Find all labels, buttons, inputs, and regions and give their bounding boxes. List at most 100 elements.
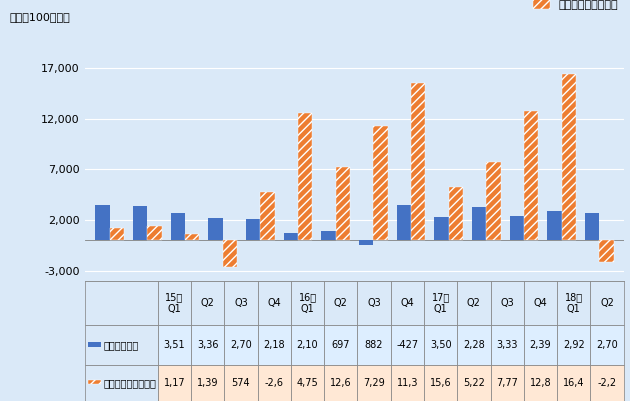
Text: 697: 697 — [331, 340, 350, 350]
Bar — [85, 325, 158, 365]
Text: 15,6: 15,6 — [430, 378, 452, 388]
Text: 2,18: 2,18 — [263, 340, 285, 350]
Bar — [291, 281, 324, 325]
Bar — [449, 187, 463, 240]
Bar — [258, 365, 291, 401]
Bar — [191, 365, 224, 401]
Bar — [424, 365, 457, 401]
Bar — [561, 75, 576, 240]
Text: 15年
Q1: 15年 Q1 — [165, 292, 183, 314]
Text: 7,77: 7,77 — [496, 378, 518, 388]
Bar — [336, 166, 350, 240]
Text: 4,75: 4,75 — [297, 378, 318, 388]
Bar — [524, 365, 557, 401]
Text: 3,33: 3,33 — [496, 340, 518, 350]
Text: 17年
Q1: 17年 Q1 — [432, 292, 450, 314]
Bar — [557, 365, 590, 401]
Bar — [158, 281, 191, 325]
Bar — [324, 365, 357, 401]
Text: 2,70: 2,70 — [230, 340, 252, 350]
Bar — [258, 281, 291, 325]
Bar — [133, 206, 147, 240]
Bar — [547, 211, 561, 240]
Bar — [491, 365, 524, 401]
Text: Q2: Q2 — [201, 298, 215, 308]
Text: 16,4: 16,4 — [563, 378, 585, 388]
Text: Q2: Q2 — [334, 298, 348, 308]
Bar — [258, 325, 291, 365]
Bar — [324, 281, 357, 325]
Bar — [491, 325, 524, 365]
Bar — [191, 281, 224, 325]
Bar — [524, 325, 557, 365]
Text: Q3: Q3 — [367, 298, 381, 308]
Bar — [291, 365, 324, 401]
Bar — [357, 365, 391, 401]
Bar — [590, 325, 624, 365]
Text: 11,3: 11,3 — [397, 378, 418, 388]
Text: -2,6: -2,6 — [265, 378, 284, 388]
Text: Q2: Q2 — [600, 298, 614, 308]
Bar — [158, 325, 191, 365]
Text: 1,39: 1,39 — [197, 378, 219, 388]
Text: Q3: Q3 — [500, 298, 514, 308]
Bar — [510, 216, 524, 240]
Bar — [457, 365, 491, 401]
Bar — [472, 207, 486, 240]
Text: 3,50: 3,50 — [430, 340, 452, 350]
Text: 2,70: 2,70 — [596, 340, 618, 350]
Text: Q4: Q4 — [267, 298, 281, 308]
Bar — [434, 217, 449, 240]
Text: -2,2: -2,2 — [597, 378, 617, 388]
Bar — [298, 113, 312, 240]
Bar — [486, 162, 500, 240]
Bar — [224, 325, 258, 365]
Bar — [357, 281, 391, 325]
Bar — [524, 281, 557, 325]
Bar — [246, 219, 260, 240]
Bar — [324, 325, 357, 365]
Bar — [88, 380, 101, 385]
Text: Q4: Q4 — [534, 298, 547, 308]
Bar — [396, 205, 411, 240]
Bar — [85, 281, 158, 325]
Text: 2,39: 2,39 — [530, 340, 551, 350]
Text: 2,92: 2,92 — [563, 340, 585, 350]
Bar — [557, 281, 590, 325]
Bar — [224, 365, 258, 401]
Bar — [357, 325, 391, 365]
Bar — [147, 226, 161, 240]
Bar — [391, 325, 424, 365]
Bar — [599, 240, 614, 263]
Text: 2,28: 2,28 — [463, 340, 485, 350]
Bar — [321, 231, 336, 240]
Bar — [557, 325, 590, 365]
Bar — [590, 365, 624, 401]
Text: 7,29: 7,29 — [364, 378, 385, 388]
Bar — [391, 281, 424, 325]
Text: 2,10: 2,10 — [297, 340, 318, 350]
Text: 882: 882 — [365, 340, 383, 350]
Bar — [95, 205, 110, 240]
Bar — [524, 111, 538, 240]
Bar — [391, 365, 424, 401]
Bar — [209, 218, 222, 240]
Text: Q2: Q2 — [467, 298, 481, 308]
Bar — [291, 325, 324, 365]
Text: 単位：100万ドル: 単位：100万ドル — [9, 12, 70, 22]
Bar — [590, 281, 624, 325]
Text: 12,8: 12,8 — [530, 378, 551, 388]
Text: -427: -427 — [396, 340, 418, 350]
Text: Q4: Q4 — [401, 298, 415, 308]
Bar — [359, 240, 373, 245]
Bar — [457, 281, 491, 325]
Bar — [191, 325, 224, 365]
Text: 3,36: 3,36 — [197, 340, 219, 350]
Bar — [260, 192, 275, 240]
Bar — [424, 325, 457, 365]
Text: 1,17: 1,17 — [164, 378, 185, 388]
Bar — [85, 365, 158, 401]
Text: 対内直接投賄: 対内直接投賄 — [104, 340, 139, 350]
Bar — [110, 229, 124, 240]
Text: 16年
Q1: 16年 Q1 — [299, 292, 317, 314]
